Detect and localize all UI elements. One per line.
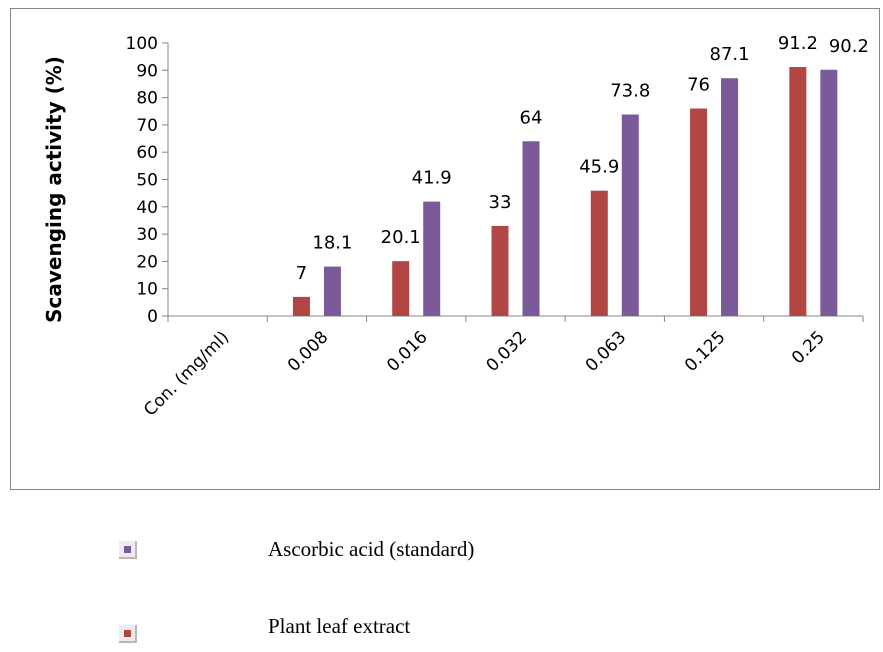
- legend-swatch-ascorbic: [119, 541, 137, 559]
- bar-plant-leaf-extract: [392, 261, 410, 316]
- bar-ascorbic-acid: [323, 266, 341, 316]
- bar-plant-leaf-extract: [491, 225, 509, 316]
- chart-area: 0 10 20 30 40 50 60 70 80 90 100 Con. (mg/ml) 0.008 0…: [10, 8, 880, 490]
- y-tick-label: 80: [136, 89, 158, 109]
- y-tick-label: 70: [136, 116, 158, 136]
- x-tick-label: 0.016: [383, 327, 432, 376]
- bar-plant-leaf-extract: [789, 67, 807, 316]
- data-label: 90.2: [829, 36, 869, 57]
- x-tick-label: 0.008: [284, 327, 333, 376]
- data-label: 7: [296, 263, 307, 284]
- bar-chart: 0 10 20 30 40 50 60 70 80 90 100 Con. (mg/ml) 0.008 0…: [42, 33, 869, 420]
- y-tick-label: 90: [136, 61, 158, 81]
- x-tick-label: Con. (mg/ml): [140, 327, 233, 420]
- data-label: 64: [520, 107, 543, 128]
- y-tick-label: 20: [136, 252, 158, 272]
- data-label: 76: [687, 75, 710, 96]
- y-tick-label: 30: [136, 225, 158, 245]
- data-label: 73.8: [610, 81, 650, 102]
- y-tick-label: 0: [147, 307, 158, 327]
- y-tick-label: 10: [136, 280, 158, 300]
- data-label: 41.9: [412, 168, 452, 189]
- bar-ascorbic-acid: [621, 114, 639, 316]
- bar-plant-leaf-extract: [690, 108, 708, 317]
- data-label: 18.1: [312, 233, 352, 254]
- bar-plant-leaf-extract: [590, 190, 608, 316]
- legend-label-plant: Plant leaf extract: [268, 614, 411, 638]
- y-axis-title: Scavenging activity (%): [42, 56, 66, 323]
- bar-ascorbic-acid: [721, 78, 739, 316]
- bar-plant-leaf-extract: [292, 296, 310, 316]
- data-label: 20.1: [381, 227, 421, 248]
- data-label: 45.9: [579, 157, 619, 178]
- x-tick-label: 0.25: [788, 327, 829, 368]
- y-tick-label: 40: [136, 198, 158, 218]
- data-label: 87.1: [710, 44, 750, 65]
- legend-swatch-plant: [119, 625, 137, 643]
- y-tick-label: 50: [136, 171, 158, 191]
- legend-label-ascorbic: Ascorbic acid (standard): [268, 537, 475, 561]
- y-tick-label: 60: [136, 143, 158, 163]
- bar-ascorbic-acid: [820, 69, 838, 316]
- bar-ascorbic-acid: [522, 141, 540, 316]
- data-label: 91.2: [778, 33, 818, 54]
- bar-ascorbic-acid: [423, 201, 441, 316]
- x-tick-label: 0.032: [482, 327, 531, 376]
- x-tick-label: 0.063: [582, 327, 631, 376]
- y-tick-label: 100: [126, 34, 158, 54]
- data-label: 33: [489, 192, 512, 213]
- x-tick-label: 0.125: [681, 327, 730, 376]
